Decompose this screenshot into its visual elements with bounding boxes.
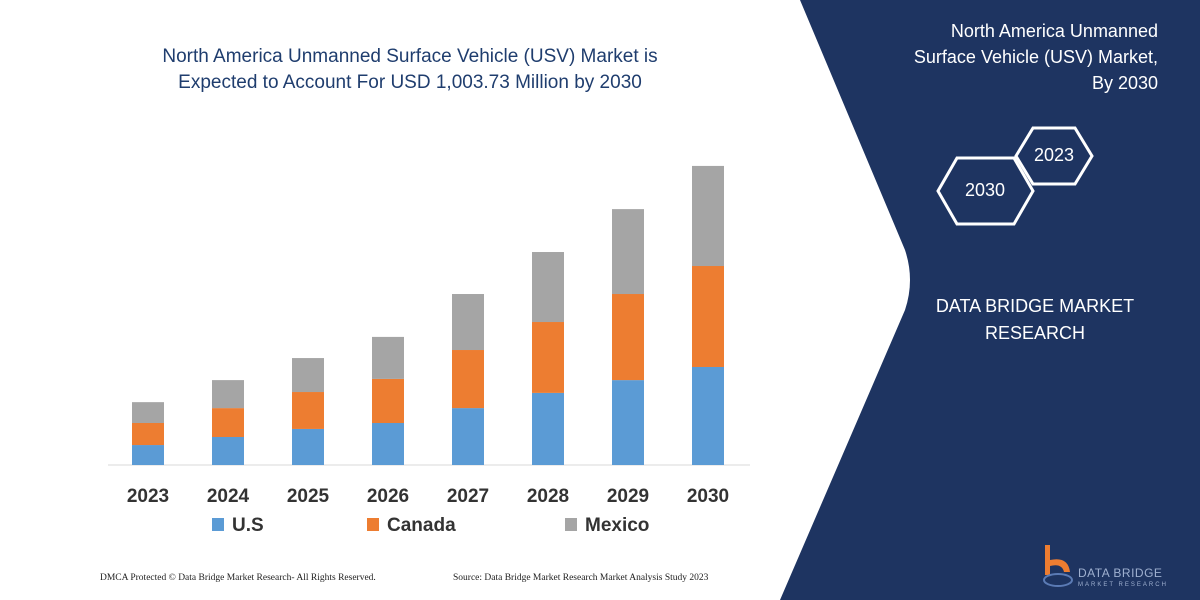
bar-canada-2030 bbox=[692, 266, 724, 367]
chart-title-line2: Expected to Account For USD 1,003.73 Mil… bbox=[178, 72, 642, 93]
legend-swatch bbox=[212, 518, 224, 531]
x-tick-label: 2027 bbox=[447, 486, 489, 507]
logo-icon bbox=[1043, 545, 1073, 587]
bar-canada-2027 bbox=[452, 350, 484, 409]
logo-text: DATA BRIDGE bbox=[1078, 566, 1163, 580]
brand-text: DATA BRIDGE MARKET RESEARCH bbox=[900, 293, 1170, 347]
side-panel bbox=[780, 0, 1200, 600]
bar-us-2030 bbox=[692, 366, 724, 465]
bar-canada-2026 bbox=[372, 378, 404, 423]
side-title-line3: By 2030 bbox=[1091, 73, 1158, 93]
brand-line1: DATA BRIDGE MARKET bbox=[935, 296, 1135, 316]
x-tick-label: 2026 bbox=[367, 486, 409, 507]
copyright-text: DMCA Protected © Data Bridge Market Rese… bbox=[100, 573, 376, 583]
legend-swatch bbox=[565, 518, 577, 531]
bar-us-2027 bbox=[452, 408, 484, 465]
bar-us-2028 bbox=[532, 392, 564, 465]
x-tick-labels: 2023 2024 2025 2026 2027 2028 2029 2030 bbox=[127, 486, 729, 507]
bar-mexico-2027 bbox=[452, 294, 484, 351]
bar-canada-2025 bbox=[292, 392, 324, 429]
bar-mexico-2028 bbox=[532, 252, 564, 323]
bar-us-2029 bbox=[612, 380, 644, 465]
legend-label: Canada bbox=[387, 515, 456, 536]
x-tick-label: 2023 bbox=[127, 486, 169, 507]
x-tick-label: 2028 bbox=[527, 486, 569, 507]
side-title-line1: North America Unmanned bbox=[950, 21, 1158, 41]
bar-mexico-2023 bbox=[132, 402, 164, 423]
legend-label: Mexico bbox=[585, 515, 649, 536]
bar-mexico-2030 bbox=[692, 165, 724, 267]
bars bbox=[132, 165, 724, 465]
bar-canada-2029 bbox=[612, 294, 644, 381]
x-tick-label: 2030 bbox=[687, 486, 729, 507]
legend: U.S Canada Mexico bbox=[212, 515, 649, 536]
brand-line2: RESEARCH bbox=[984, 323, 1086, 343]
bar-us-2023 bbox=[132, 445, 164, 465]
logo-subtext: MARKET RESEARCH bbox=[1078, 582, 1168, 588]
bar-mexico-2024 bbox=[212, 380, 244, 409]
side-title-line2: Surface Vehicle (USV) Market, bbox=[913, 47, 1158, 67]
x-tick-label: 2024 bbox=[207, 486, 250, 507]
bar-canada-2023 bbox=[132, 422, 164, 446]
x-tick-label: 2025 bbox=[287, 486, 330, 507]
bar-us-2024 bbox=[212, 436, 244, 465]
hex-label-2023: 2023 bbox=[1033, 145, 1075, 165]
bar-mexico-2029 bbox=[612, 209, 644, 295]
x-tick-label: 2029 bbox=[607, 486, 649, 507]
bar-mexico-2025 bbox=[292, 358, 324, 393]
side-title: North America Unmanned Surface Vehicle (… bbox=[828, 18, 1158, 96]
bar-us-2025 bbox=[292, 428, 324, 465]
bar-us-2026 bbox=[372, 422, 404, 465]
hex-label-2030: 2030 bbox=[964, 180, 1006, 200]
chart-title-line1: North America Unmanned Surface Vehicle (… bbox=[162, 46, 658, 67]
hexagon-2030 bbox=[936, 126, 1094, 226]
legend-label: U.S bbox=[232, 515, 264, 536]
bar-canada-2028 bbox=[532, 322, 564, 393]
bar-canada-2024 bbox=[212, 408, 244, 437]
legend-swatch bbox=[367, 518, 379, 531]
bar-mexico-2026 bbox=[372, 336, 404, 379]
source-text: Source: Data Bridge Market Research Mark… bbox=[453, 573, 709, 583]
chart-title: North America Unmanned Surface Vehicle (… bbox=[110, 44, 710, 96]
